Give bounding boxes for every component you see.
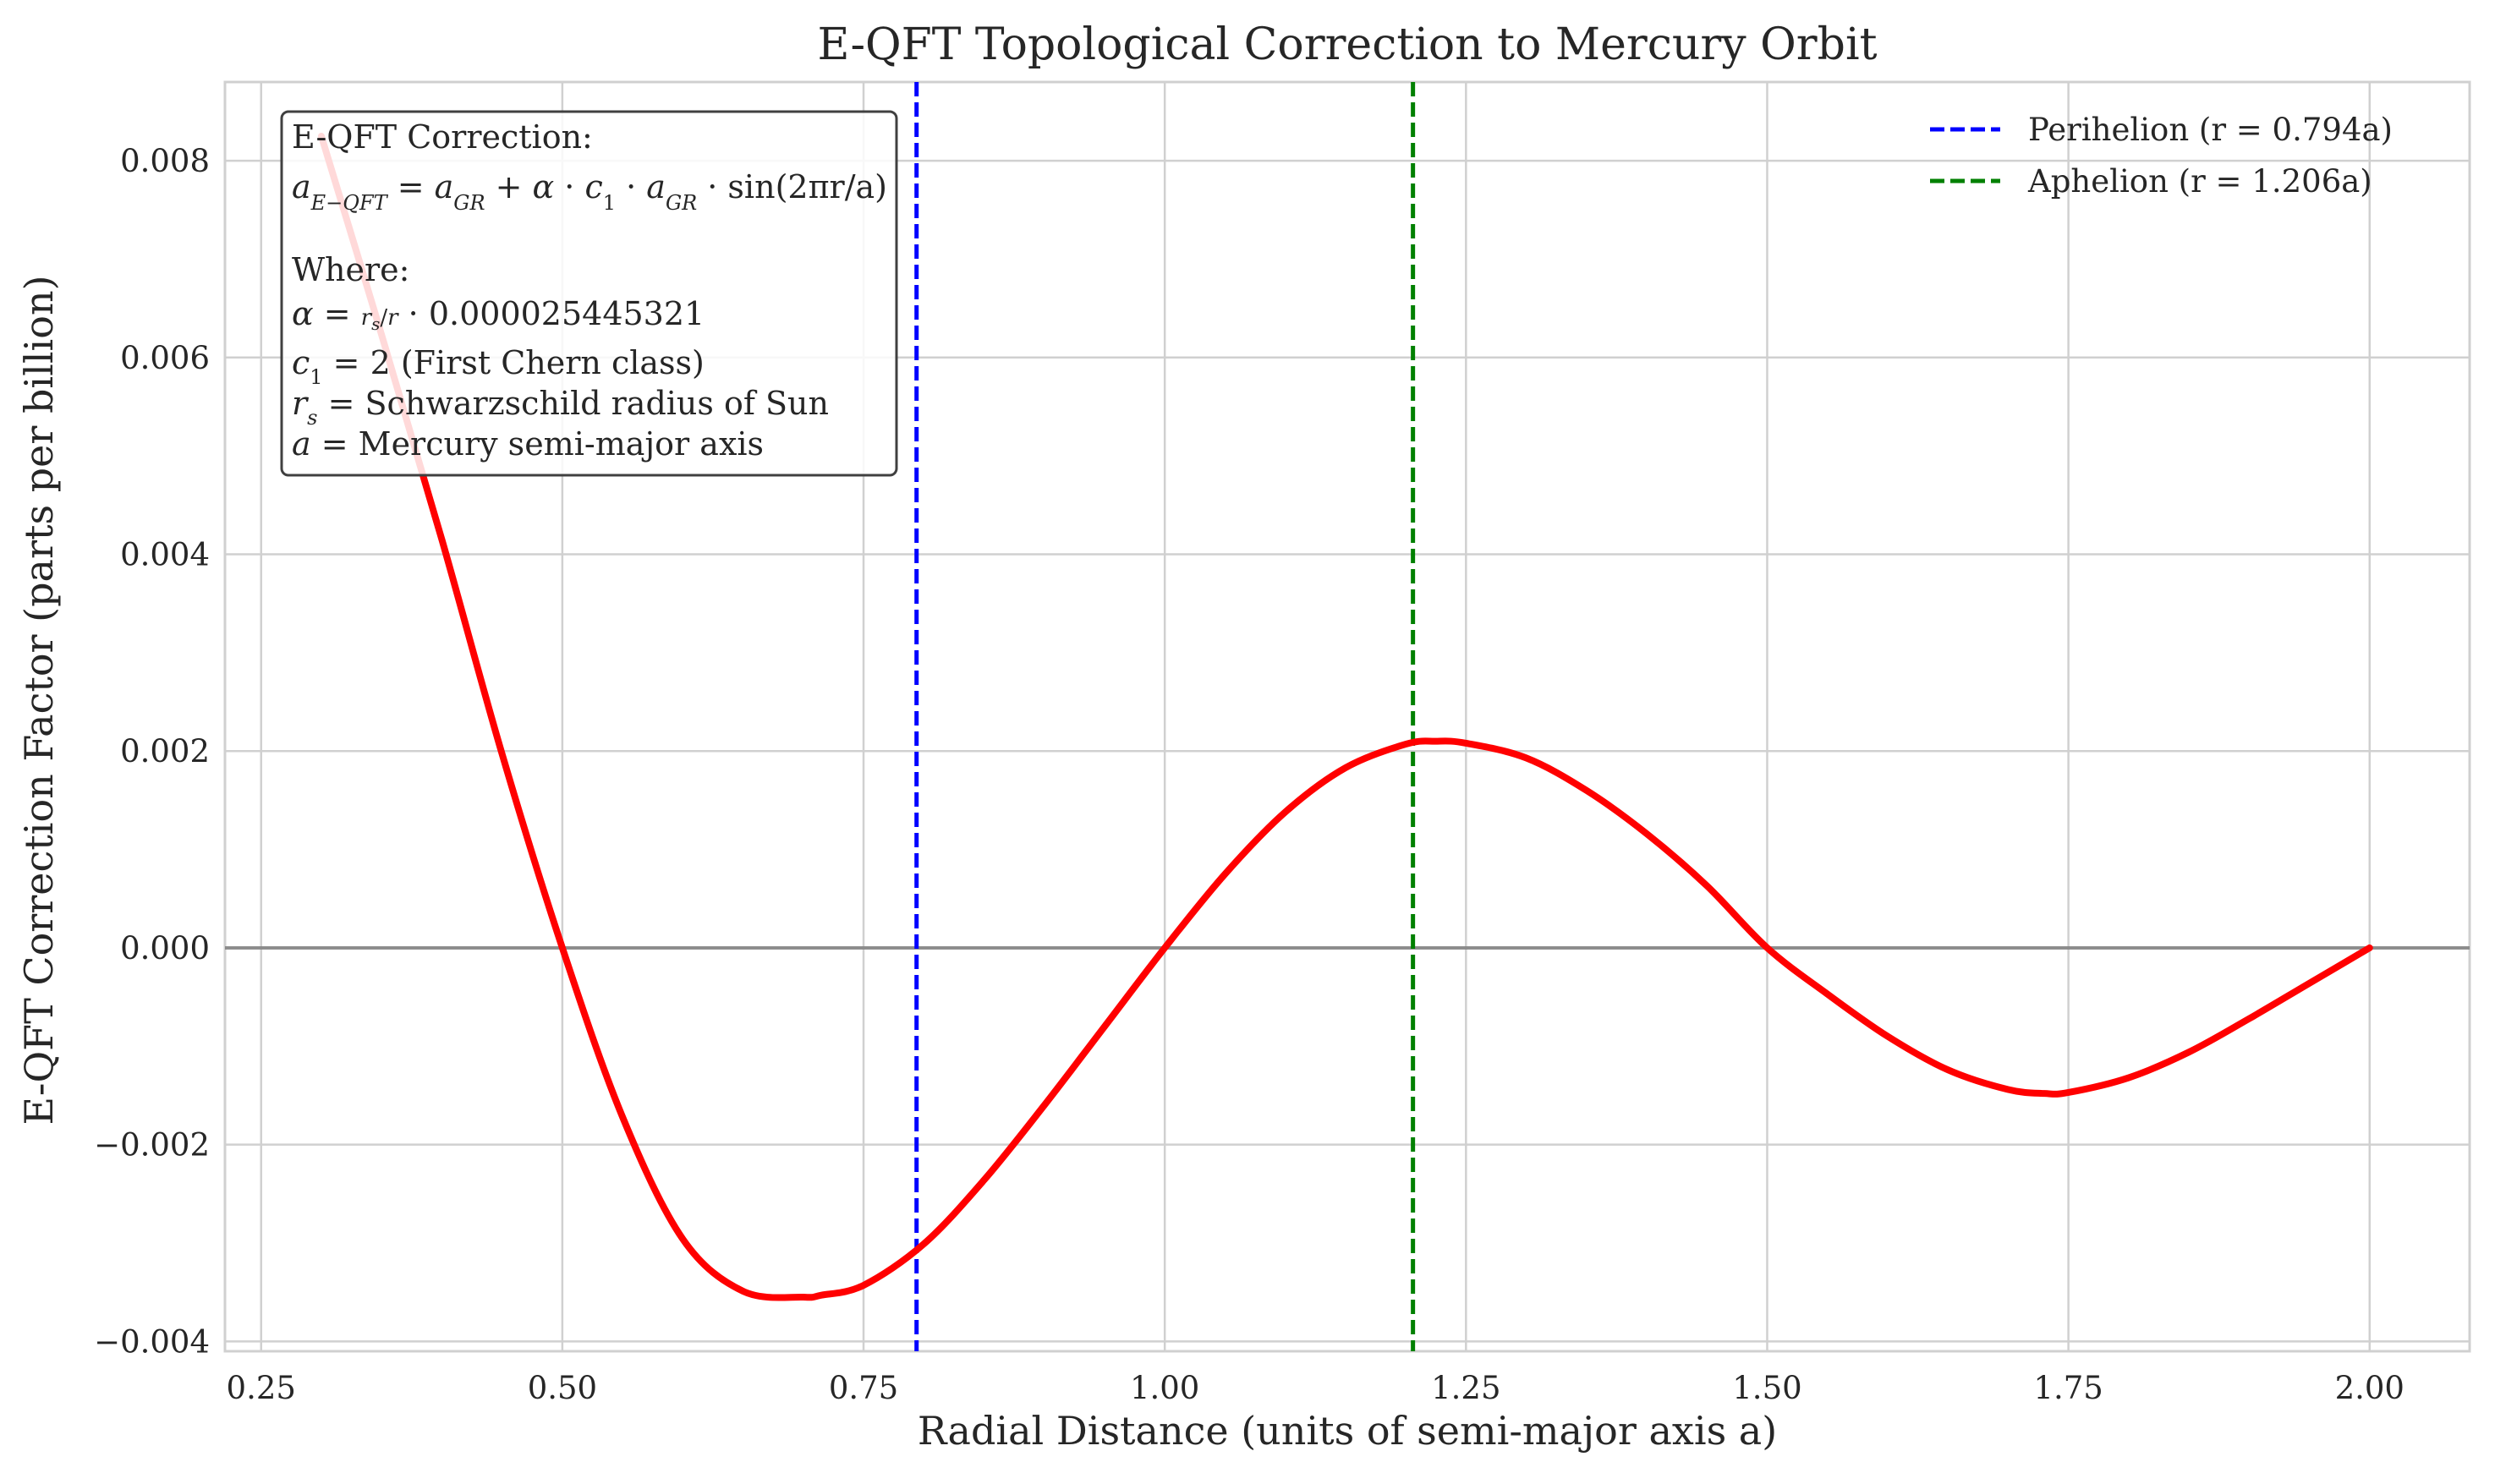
y-tick-label: −0.004: [94, 1323, 210, 1360]
plot-frame: [223, 80, 2471, 1353]
x-tick-label: 1.00: [1130, 1370, 1199, 1406]
legend-label-perihelion: Perihelion (r = 0.794a): [2028, 112, 2393, 148]
annotation-alpha: α = rs/r · 0.000025445321: [292, 295, 705, 334]
annotation-rs: rs = Schwarzschild radius of Sun: [292, 385, 829, 430]
annotation-a: a = Mercury semi-major axis: [292, 425, 764, 463]
y-axis-ticks: −0.004 −0.002 0.000 0.002 0.004 0.006 0.008: [94, 143, 210, 1360]
y-tick-label: −0.002: [94, 1127, 210, 1164]
c1-description: (First Chern class): [401, 344, 705, 381]
x-tick-label: 1.25: [1431, 1370, 1500, 1406]
x-tick-label: 0.50: [528, 1370, 597, 1406]
y-tick-label: 0.008: [120, 143, 210, 179]
annotation-c1: c1 = 2 (First Chern class): [292, 344, 705, 389]
a-description: Mercury semi-major axis: [359, 425, 764, 463]
annotation-where: Where:: [292, 251, 409, 288]
alpha-value: 0.000025445321: [429, 295, 705, 332]
legend-label-aphelion: Aphelion (r = 1.206a): [2027, 163, 2372, 200]
rs-description: Schwarzschild radius of Sun: [365, 385, 829, 422]
annotation-heading: E-QFT Correction:: [292, 118, 593, 156]
series-group: [317, 132, 2373, 1301]
x-tick-label: 0.25: [227, 1370, 296, 1406]
y-tick-label: 0.000: [120, 930, 210, 967]
x-tick-label: 1.50: [1732, 1370, 1801, 1406]
y-tick-label: 0.006: [120, 340, 210, 376]
x-axis-ticks: 0.25 0.50 0.75 1.00 1.25 1.50 1.75 2.00: [227, 1370, 2405, 1406]
x-tick-label: 0.75: [829, 1370, 898, 1406]
x-tick-label: 2.00: [2335, 1370, 2405, 1406]
y-tick-label: 0.002: [120, 733, 210, 769]
y-tick-label: 0.004: [120, 537, 210, 573]
legend: Perihelion (r = 0.794a) Aphelion (r = 1.…: [1930, 112, 2393, 200]
annotation-frame: [280, 110, 898, 477]
annotation-formula: aE−QFT = aGR + α · c1 · aGR · sin(2πr/a): [292, 168, 887, 215]
y-axis-label: E-QFT Correction Factor (parts per billi…: [16, 275, 62, 1125]
x-tick-label: 1.75: [2033, 1370, 2103, 1406]
annotation-box: E-QFT Correction: aE−QFT = aGR + α · c1 …: [280, 110, 898, 477]
series-line: [317, 132, 2373, 1301]
chart-title: E-QFT Topological Correction to Mercury …: [818, 19, 1878, 70]
x-axis-label: Radial Distance (units of semi-major axi…: [918, 1408, 1777, 1454]
reference-lines: [914, 82, 1416, 1351]
